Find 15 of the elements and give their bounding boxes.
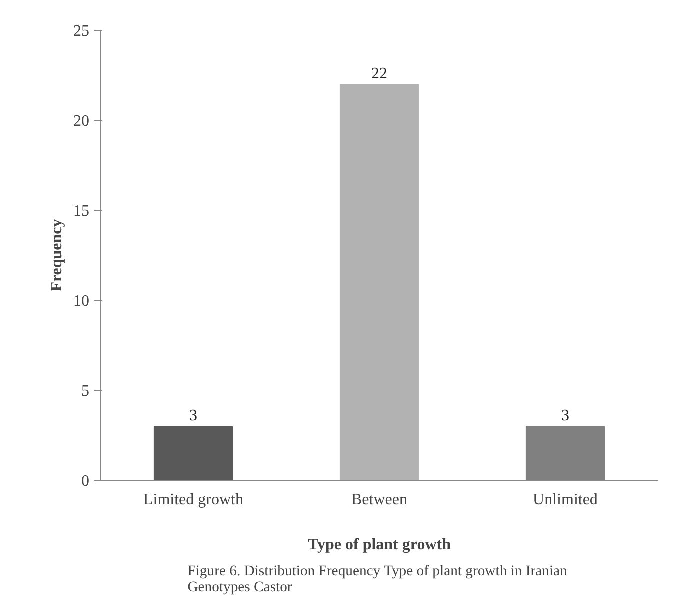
data-label: 3 (562, 408, 570, 424)
y-tick-label: 0 (82, 473, 90, 490)
y-tick-label: 10 (74, 293, 90, 310)
y-tick-label: 15 (74, 203, 90, 220)
x-axis-title: Type of plant growth (308, 536, 452, 554)
x-tick-label: Between (352, 492, 408, 508)
y-tick-label: 5 (82, 383, 90, 400)
data-label: 22 (372, 66, 388, 82)
data-label: 3 (190, 408, 198, 424)
x-tick-label: Unlimited (533, 492, 598, 508)
caption: Figure 6. Distribution Frequency Type of plant growth in Iranian Genotypes Castor (188, 564, 568, 596)
y-axis-title: Frequency (48, 219, 66, 292)
y-tick-label: 25 (74, 23, 90, 40)
y-tick-label: 20 (74, 113, 90, 130)
x-tick-label: Limited growth (144, 492, 244, 508)
